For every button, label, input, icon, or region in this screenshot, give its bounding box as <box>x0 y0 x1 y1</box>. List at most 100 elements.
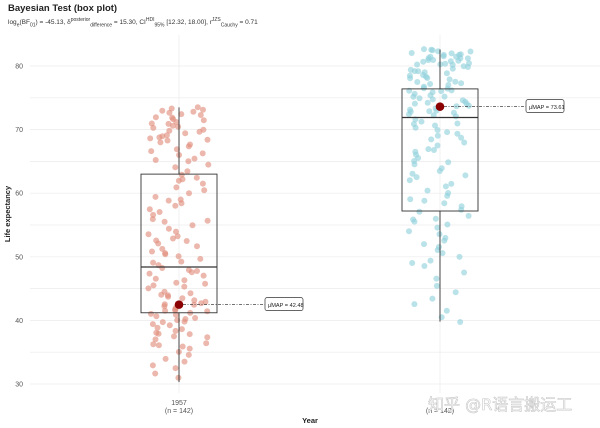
data-point <box>172 365 179 372</box>
data-point <box>152 336 159 343</box>
data-point <box>425 146 432 153</box>
data-point <box>416 208 423 215</box>
data-point <box>201 187 208 194</box>
data-point <box>412 148 419 155</box>
data-point <box>434 224 441 231</box>
subtitle-bf-mid-sub: 01 <box>29 22 36 29</box>
data-point <box>429 295 436 302</box>
data-point <box>185 158 192 165</box>
data-point <box>148 310 154 317</box>
data-point <box>203 340 210 347</box>
data-point <box>150 282 157 289</box>
data-point <box>172 311 179 318</box>
data-point <box>408 50 415 56</box>
data-point <box>454 130 461 137</box>
data-point <box>146 270 153 277</box>
y-tick-label: 70 <box>15 127 23 134</box>
data-point <box>442 60 449 67</box>
data-point <box>197 112 204 118</box>
boxes <box>140 49 479 383</box>
data-point <box>162 307 169 314</box>
data-point <box>177 196 184 203</box>
data-point <box>165 225 172 232</box>
data-point <box>186 345 193 352</box>
data-point <box>465 212 472 219</box>
data-point <box>406 228 412 235</box>
data-point <box>148 148 155 155</box>
data-point <box>414 79 421 85</box>
y-tick-label: 50 <box>15 254 23 261</box>
data-point <box>194 243 200 250</box>
data-point <box>427 257 434 264</box>
data-point <box>443 307 450 314</box>
data-point <box>145 285 152 292</box>
data-point <box>430 112 437 119</box>
data-point <box>192 315 199 321</box>
data-point <box>202 280 209 287</box>
data-point <box>457 51 464 58</box>
data-point <box>178 258 185 265</box>
data-point <box>461 139 468 146</box>
y-tick-label: 40 <box>15 318 23 325</box>
data-point <box>171 333 177 340</box>
data-point <box>172 327 179 334</box>
y-tick-label: 30 <box>15 382 23 389</box>
data-point <box>410 216 417 223</box>
subtitle-r-sub: Cauchy <box>220 22 238 29</box>
data-point <box>189 222 196 229</box>
data-point <box>187 141 193 148</box>
data-point <box>166 127 173 134</box>
data-point <box>179 343 186 350</box>
data-point <box>156 209 163 215</box>
grid <box>30 35 600 393</box>
data-point <box>204 136 211 143</box>
data-point <box>424 99 431 106</box>
data-point <box>407 106 413 113</box>
data-point <box>205 161 212 168</box>
subtitle-r-sup: JZS <box>211 17 221 23</box>
data-point <box>424 187 431 194</box>
data-point <box>448 180 455 187</box>
data-point <box>194 104 201 111</box>
data-point <box>194 268 200 274</box>
data-point <box>457 319 464 325</box>
data-point <box>199 150 206 157</box>
subtitle-bf-mid: (BF <box>19 19 30 27</box>
data-point <box>429 89 436 96</box>
data-point <box>438 88 445 95</box>
data-point <box>466 60 472 67</box>
data-point <box>175 253 182 260</box>
data-point <box>200 126 207 133</box>
watermark: 知乎 @R语言搬运工 <box>428 395 572 414</box>
data-point <box>204 217 211 224</box>
subtitle-ci-sup: HDI <box>145 17 155 23</box>
data-point <box>191 301 198 308</box>
data-point <box>421 197 428 204</box>
data-point <box>161 218 168 225</box>
data-point <box>447 58 454 65</box>
data-point <box>444 129 451 136</box>
data-point <box>442 183 449 190</box>
map-label-box <box>264 297 304 311</box>
data-point <box>410 93 417 100</box>
data-point <box>204 334 211 341</box>
subtitle-delta-sub: difference <box>90 22 113 29</box>
data-point <box>434 132 441 139</box>
data-point <box>193 174 200 181</box>
data-point <box>181 318 188 325</box>
data-point <box>178 326 185 333</box>
subtitle-delta-sup: posterior <box>70 17 91 23</box>
data-point <box>161 301 168 308</box>
data-point <box>416 95 423 102</box>
data-point <box>159 319 166 326</box>
data-point <box>426 108 433 115</box>
data-point <box>179 176 186 183</box>
data-point <box>428 136 435 143</box>
subtitle-ci-value: [12.32, 18.00], r <box>164 19 212 27</box>
data-point <box>152 275 159 282</box>
data-point <box>190 108 197 115</box>
data-point <box>421 263 428 269</box>
data-point <box>200 106 206 113</box>
data-point <box>432 215 439 222</box>
